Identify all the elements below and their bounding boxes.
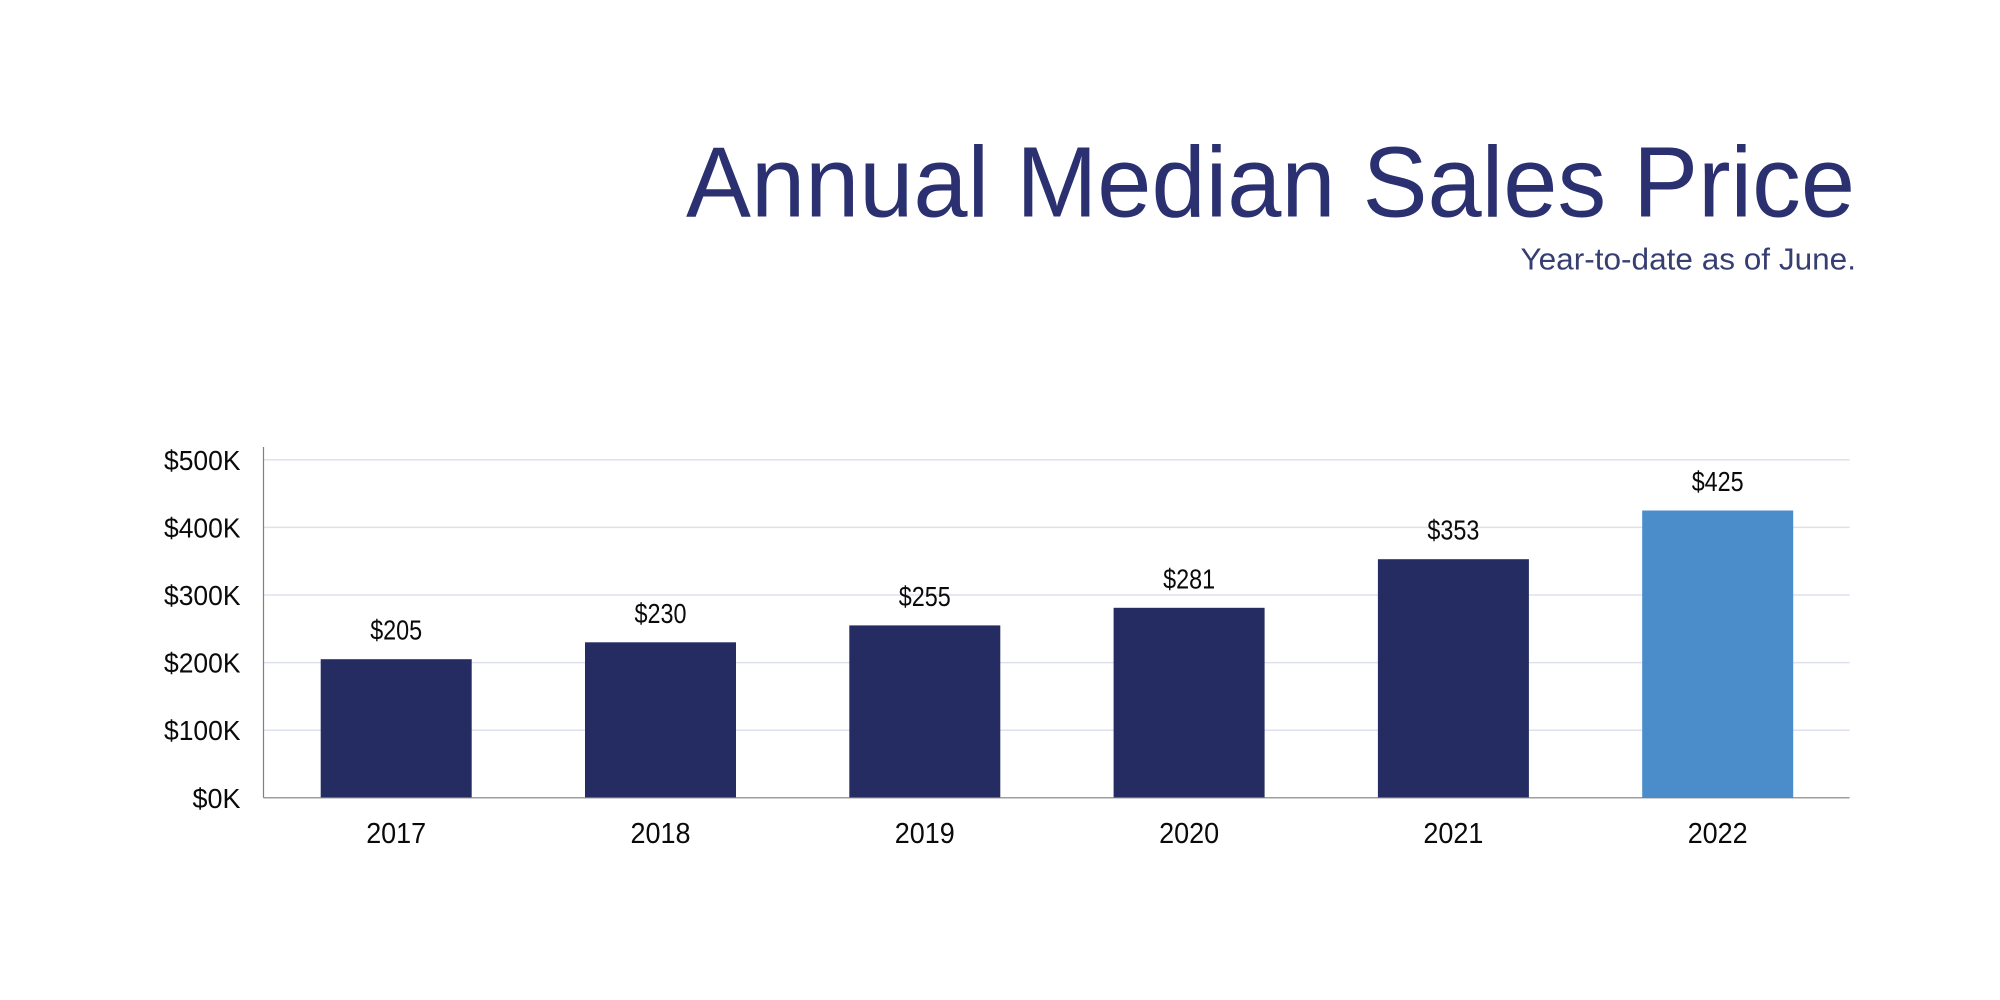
svg-text:$281: $281 <box>1163 563 1215 594</box>
svg-text:2019: 2019 <box>895 818 955 850</box>
svg-text:$100K: $100K <box>164 715 241 746</box>
svg-text:$200K: $200K <box>164 648 241 679</box>
svg-text:$400K: $400K <box>164 512 241 543</box>
svg-text:$500K: $500K <box>164 445 241 476</box>
svg-text:2017: 2017 <box>366 818 426 850</box>
svg-text:2022: 2022 <box>1688 818 1748 850</box>
svg-text:Annual Median Sales Price: Annual Median Sales Price <box>686 127 1855 239</box>
svg-text:$255: $255 <box>899 581 951 612</box>
svg-text:$425: $425 <box>1692 466 1744 497</box>
svg-text:$230: $230 <box>635 598 687 629</box>
svg-text:2018: 2018 <box>631 818 691 850</box>
svg-text:$300K: $300K <box>164 580 241 611</box>
svg-text:Year-to-date as of June.: Year-to-date as of June. <box>1521 242 1857 277</box>
svg-text:$353: $353 <box>1427 515 1479 546</box>
svg-text:$0K: $0K <box>193 783 241 814</box>
svg-text:2021: 2021 <box>1423 818 1483 850</box>
svg-text:2020: 2020 <box>1159 818 1219 850</box>
svg-text:$205: $205 <box>370 615 422 646</box>
